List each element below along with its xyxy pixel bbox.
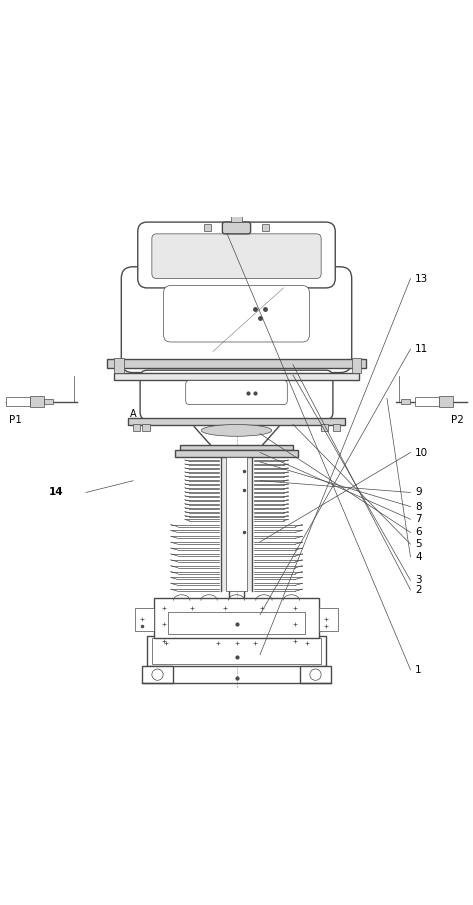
- Text: 3: 3: [415, 576, 422, 586]
- FancyBboxPatch shape: [121, 267, 352, 373]
- Bar: [6, 397, 30, 406]
- Bar: [180, 444, 293, 450]
- Bar: [401, 399, 411, 404]
- Bar: [231, 215, 242, 222]
- Text: 5: 5: [415, 539, 422, 549]
- Text: P2: P2: [451, 414, 464, 424]
- Text: 7: 7: [415, 514, 422, 524]
- FancyBboxPatch shape: [138, 222, 335, 288]
- FancyBboxPatch shape: [152, 233, 321, 279]
- Text: 2: 2: [415, 585, 422, 595]
- Bar: [333, 424, 340, 431]
- Bar: [221, 457, 252, 591]
- Bar: [142, 424, 149, 431]
- Bar: [135, 607, 154, 631]
- Bar: [438, 396, 453, 407]
- Bar: [107, 359, 366, 367]
- Bar: [415, 397, 438, 406]
- Text: 4: 4: [415, 552, 422, 562]
- Bar: [352, 358, 361, 373]
- Text: 8: 8: [415, 501, 422, 511]
- Bar: [321, 424, 328, 431]
- Text: A: A: [130, 409, 136, 419]
- Bar: [133, 424, 140, 431]
- Bar: [263, 224, 270, 232]
- Bar: [114, 373, 359, 379]
- FancyBboxPatch shape: [186, 381, 287, 405]
- Text: 11: 11: [415, 344, 429, 354]
- Bar: [142, 666, 173, 683]
- Bar: [175, 450, 298, 457]
- Text: 14: 14: [48, 488, 63, 498]
- Bar: [114, 358, 123, 373]
- Bar: [128, 418, 345, 425]
- Text: 1: 1: [415, 665, 422, 675]
- Bar: [152, 638, 321, 664]
- Bar: [319, 607, 338, 631]
- Text: 6: 6: [415, 528, 422, 538]
- Text: 13: 13: [415, 273, 429, 283]
- Text: P1: P1: [9, 414, 22, 424]
- Bar: [203, 224, 210, 232]
- Bar: [30, 396, 44, 407]
- Bar: [154, 598, 319, 638]
- Ellipse shape: [201, 424, 272, 436]
- FancyBboxPatch shape: [222, 222, 251, 233]
- Bar: [168, 613, 305, 634]
- Bar: [147, 636, 326, 666]
- Bar: [44, 399, 53, 404]
- FancyBboxPatch shape: [164, 286, 309, 342]
- Text: 10: 10: [415, 447, 429, 458]
- FancyBboxPatch shape: [140, 370, 333, 420]
- Bar: [300, 666, 331, 683]
- Text: 9: 9: [415, 488, 422, 498]
- Bar: [226, 457, 247, 591]
